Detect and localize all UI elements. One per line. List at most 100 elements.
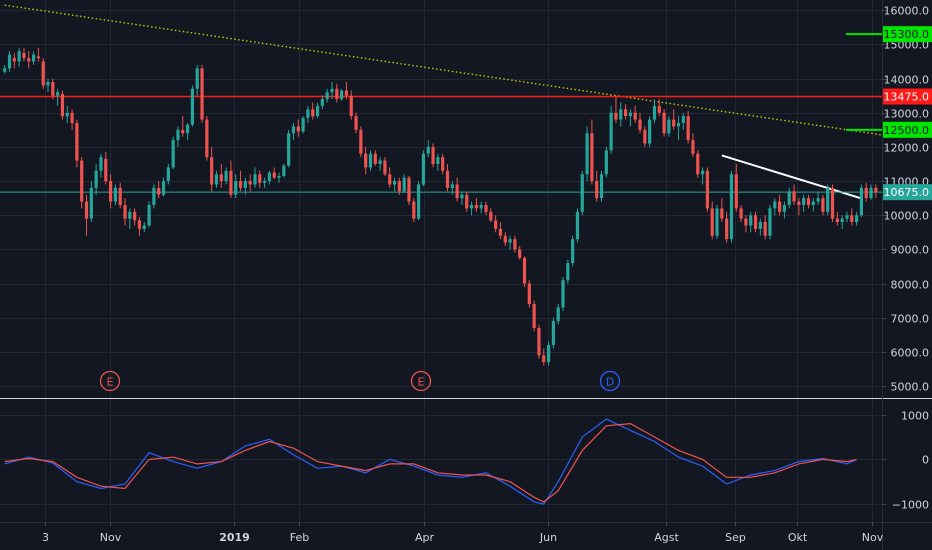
time-tick-label: Okt bbox=[788, 531, 808, 544]
candle-body bbox=[272, 172, 276, 178]
candle-body bbox=[301, 117, 305, 132]
candle-body bbox=[667, 119, 671, 134]
candle-body bbox=[431, 146, 435, 164]
event-marker-circle bbox=[599, 370, 621, 392]
time-tick-label: Jun bbox=[539, 531, 557, 544]
osc-tick-label: 1000 bbox=[901, 410, 929, 423]
candle-body bbox=[498, 228, 503, 236]
candle-body bbox=[691, 140, 695, 154]
candle-body bbox=[494, 220, 498, 229]
candle-body bbox=[599, 174, 604, 199]
grid bbox=[0, 0, 882, 522]
candle-body bbox=[282, 165, 286, 176]
candle-body bbox=[407, 177, 411, 202]
candle-body bbox=[758, 222, 762, 229]
candle-body bbox=[238, 181, 243, 188]
price-lines[interactable] bbox=[0, 4, 883, 200]
candle-body bbox=[123, 204, 127, 219]
price-label: 10675.0 bbox=[884, 186, 930, 199]
price-label-box bbox=[883, 184, 932, 201]
candle-body bbox=[662, 112, 666, 134]
candle-body bbox=[80, 160, 84, 202]
candle-body bbox=[335, 88, 339, 100]
candle-body bbox=[340, 90, 344, 100]
candle-body bbox=[219, 174, 223, 182]
candle-body bbox=[128, 211, 132, 219]
oscillator-lines bbox=[4, 418, 857, 505]
candle-body bbox=[166, 167, 170, 182]
candle-body bbox=[60, 93, 65, 117]
candle-body bbox=[753, 215, 758, 229]
candle-body bbox=[70, 112, 74, 123]
candle-body bbox=[619, 109, 623, 120]
candle-body bbox=[580, 174, 584, 212]
candle-body bbox=[816, 198, 820, 202]
candle-body bbox=[672, 119, 676, 127]
candle-body bbox=[864, 187, 868, 199]
candle-body bbox=[344, 90, 349, 96]
price-tick-label: 6000.0 bbox=[891, 347, 930, 360]
candle-body bbox=[518, 249, 522, 258]
event-marker[interactable]: E bbox=[410, 370, 432, 392]
candle-body bbox=[700, 170, 705, 175]
time-tick-label: Sep bbox=[725, 531, 746, 544]
price-axis[interactable]: 16000.015000.014000.013000.012000.011000… bbox=[882, 5, 929, 394]
candle-body bbox=[51, 81, 55, 96]
candle-body bbox=[118, 187, 122, 205]
oscillator-series bbox=[4, 422, 857, 503]
resistance-trend-line[interactable] bbox=[721, 154, 861, 200]
candlesticks bbox=[3, 47, 878, 366]
candle-body bbox=[604, 150, 608, 175]
candle-body bbox=[378, 160, 382, 164]
candle-body bbox=[181, 129, 185, 134]
candle-body bbox=[94, 170, 98, 188]
candle-body bbox=[623, 109, 628, 117]
candle-body bbox=[89, 187, 93, 219]
candle-body bbox=[368, 153, 373, 168]
candle-body bbox=[311, 109, 315, 117]
candle-body bbox=[445, 170, 450, 188]
candle-body bbox=[551, 321, 555, 346]
candle-body bbox=[546, 345, 551, 363]
candle-body bbox=[859, 187, 864, 216]
osc-tick-label: 0 bbox=[922, 454, 929, 467]
candle-body bbox=[465, 194, 469, 209]
price-tick-label: 14000.0 bbox=[884, 74, 930, 87]
candle-body bbox=[354, 116, 358, 130]
candle-body bbox=[133, 211, 137, 221]
candle-body bbox=[412, 201, 416, 219]
candle-body bbox=[527, 283, 531, 305]
candle-body bbox=[744, 218, 748, 226]
candle-body bbox=[421, 153, 426, 185]
candle-body bbox=[137, 220, 142, 229]
price-tick-label: 16000.0 bbox=[884, 5, 930, 18]
event-marker[interactable]: D bbox=[599, 370, 621, 392]
candle-body bbox=[681, 116, 685, 123]
candle-body bbox=[537, 327, 541, 356]
candle-body bbox=[253, 174, 257, 185]
candle-body bbox=[99, 157, 103, 171]
candle-body bbox=[3, 68, 7, 72]
candle-body bbox=[65, 112, 69, 117]
price-labels: 15300.0 13475.0 12500.0 10675.0 bbox=[883, 26, 932, 201]
candle-body bbox=[474, 204, 478, 209]
candle-body bbox=[566, 263, 570, 281]
time-tick-label: Feb bbox=[290, 531, 309, 544]
osc-tick-label: −1000 bbox=[892, 499, 929, 512]
oscillator-axis[interactable]: 1000 0 −1000 bbox=[882, 410, 929, 512]
candle-body bbox=[7, 54, 12, 69]
price-tick-label: 5000.0 bbox=[891, 381, 930, 394]
candle-body bbox=[705, 170, 709, 209]
candle-body bbox=[291, 126, 296, 134]
event-marker-label: E bbox=[418, 376, 425, 389]
event-marker[interactable]: E bbox=[99, 370, 121, 392]
candle-body bbox=[633, 112, 637, 120]
candle-body bbox=[469, 204, 474, 209]
candle-body bbox=[46, 81, 50, 86]
candle-body bbox=[388, 174, 392, 185]
candle-body bbox=[734, 174, 738, 209]
time-axis[interactable]: 3 Nov 2019 Feb Apr Jun Agst Sep Okt Nov bbox=[42, 522, 884, 544]
